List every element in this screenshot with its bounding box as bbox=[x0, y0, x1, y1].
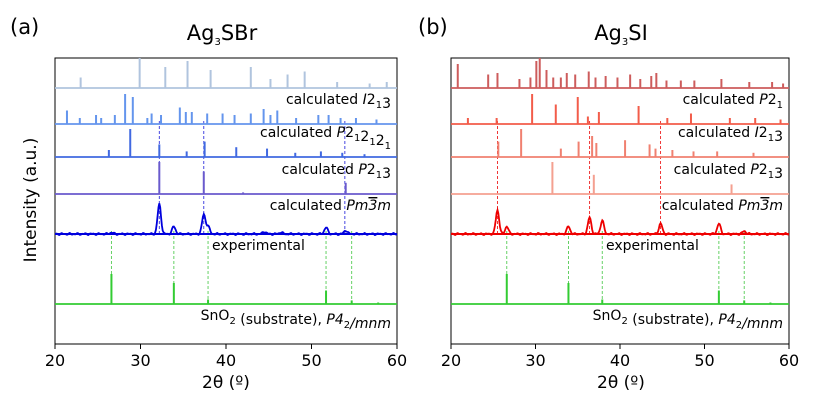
trace-label: calculated Pm3m bbox=[270, 198, 391, 214]
panel-a-title: Ag3SBr bbox=[187, 21, 258, 48]
trace-label: calculated P21 bbox=[683, 92, 783, 111]
panel-b-x-axis-title: 2θ (º) bbox=[597, 373, 645, 393]
trace-label: calculated Pm3m bbox=[662, 198, 783, 214]
trace-label: calculated I213 bbox=[678, 125, 783, 145]
panel-a-letter: (a) bbox=[10, 15, 39, 39]
trace-label: experimental bbox=[212, 238, 305, 254]
profile-line bbox=[55, 203, 398, 237]
panel-b: (b) Ag3SI 2θ (º) calculated P21 calculate… bbox=[418, 15, 799, 393]
trace-label: calculated P213 bbox=[282, 162, 391, 182]
x-tick-label: 30 bbox=[130, 351, 150, 370]
x-tick-label: 60 bbox=[779, 351, 799, 370]
trace-label: SnO2 (substrate), P42/mnm bbox=[201, 308, 391, 332]
x-tick-label: 30 bbox=[525, 351, 545, 370]
panel-b-title: Ag3SI bbox=[594, 21, 648, 48]
x-tick-label: 60 bbox=[387, 351, 407, 370]
trace-label: calculated P212121 bbox=[260, 125, 391, 152]
panel-b-letter: (b) bbox=[418, 15, 448, 39]
x-tick-label: 50 bbox=[694, 351, 714, 370]
trace-label: experimental bbox=[606, 238, 699, 254]
trace-label: SnO2 (substrate), P42/mnm bbox=[593, 308, 783, 332]
trace-label: calculated I213 bbox=[286, 92, 391, 112]
panel-a: (a) Ag3SBr Intensity (a.u.) 2θ (º) calcu… bbox=[10, 15, 407, 393]
y-axis-title: Intensity (a.u.) bbox=[21, 138, 41, 263]
panel-a-x-axis-title: 2θ (º) bbox=[202, 373, 250, 393]
x-tick-label: 20 bbox=[45, 351, 65, 370]
x-tick-label: 40 bbox=[216, 351, 236, 370]
profile-line bbox=[451, 206, 790, 237]
trace-label: calculated P213 bbox=[674, 162, 783, 182]
x-tick-label: 20 bbox=[441, 351, 461, 370]
x-tick-label: 40 bbox=[610, 351, 630, 370]
x-tick-label: 50 bbox=[301, 351, 321, 370]
